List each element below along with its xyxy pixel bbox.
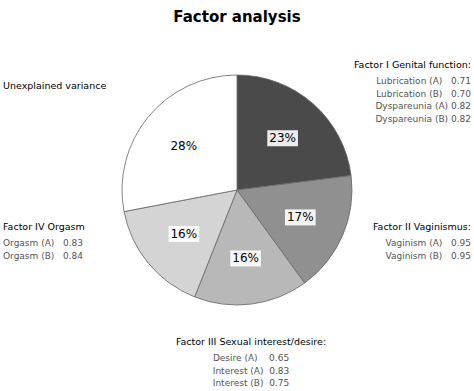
label-background: [168, 226, 199, 242]
slice: [122, 75, 237, 212]
annotation-header: Factor III Sexual interest/desire:: [176, 336, 326, 347]
annotation-header: Factor IV Orgasm: [3, 221, 85, 232]
annotation-header: Factor II Vaginismus:: [373, 221, 471, 232]
data-label: 28%: [170, 139, 197, 153]
label-background: [168, 138, 199, 154]
slices: [122, 75, 352, 305]
data-label: 17%: [287, 210, 314, 224]
label-background: [285, 209, 316, 225]
annotation-item: Lubrication (A) 0.71: [376, 76, 471, 86]
annotation-item: Interest (B) 0.75: [213, 378, 290, 388]
annotations: Factor I Genital function: Lubrication (A…: [3, 59, 471, 388]
chart-svg: Factor analysis23%17%16%16%28%Factor I G…: [0, 0, 474, 391]
data-label: 23%: [269, 131, 296, 145]
annotation-item: Dyspareunia (B) 0.82: [375, 114, 471, 124]
annotation-item: Lubrication (B) 0.70: [376, 89, 471, 99]
annotation-item: Vaginism (B) 0.95: [385, 251, 471, 261]
annotation-header: Unexplained variance: [3, 80, 106, 91]
annotation-item: Vaginism (A) 0.95: [385, 238, 471, 248]
slice: [237, 75, 351, 190]
chart-container: Factor analysis23%17%16%16%28%Factor I G…: [0, 0, 474, 391]
annotation-item: Interest (A) 0.83: [213, 366, 289, 376]
label-background: [267, 130, 298, 146]
data-label: 16%: [232, 251, 259, 265]
label-background: [230, 250, 261, 266]
annotation-item: Orgasm (A) 0.83: [3, 238, 83, 248]
data-label: 16%: [170, 227, 197, 241]
annotation-item: Desire (A) 0.65: [213, 353, 289, 363]
annotation-header: Factor I Genital function:: [354, 59, 471, 70]
title: Factor analysis: [173, 8, 300, 26]
slice-labels: 23% 17% 16% 16% 28%: [168, 130, 315, 266]
annotation-item: Orgasm (B) 0.84: [3, 251, 83, 261]
annotation-item: Dyspareunia (A) 0.82: [375, 101, 471, 111]
